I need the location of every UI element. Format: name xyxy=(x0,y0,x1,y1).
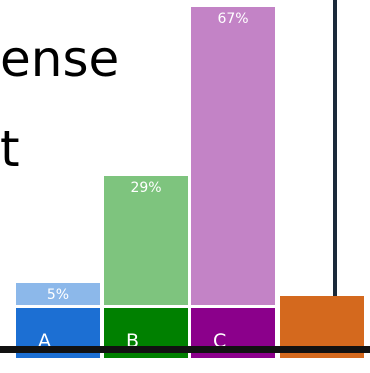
vertical-divider-line xyxy=(333,0,337,298)
bar-value-label: 29% xyxy=(130,180,162,196)
chart-baseline xyxy=(0,346,370,353)
background-text-line-2: t xyxy=(0,120,20,178)
bar-value-label: 67% xyxy=(217,11,249,27)
bar-c: 67% xyxy=(191,7,275,305)
bar-a: 5% xyxy=(16,283,100,305)
background-text-line-1: ense xyxy=(0,30,120,88)
bar-value-label: 5% xyxy=(46,287,70,303)
bar-b: 29% xyxy=(104,176,188,305)
